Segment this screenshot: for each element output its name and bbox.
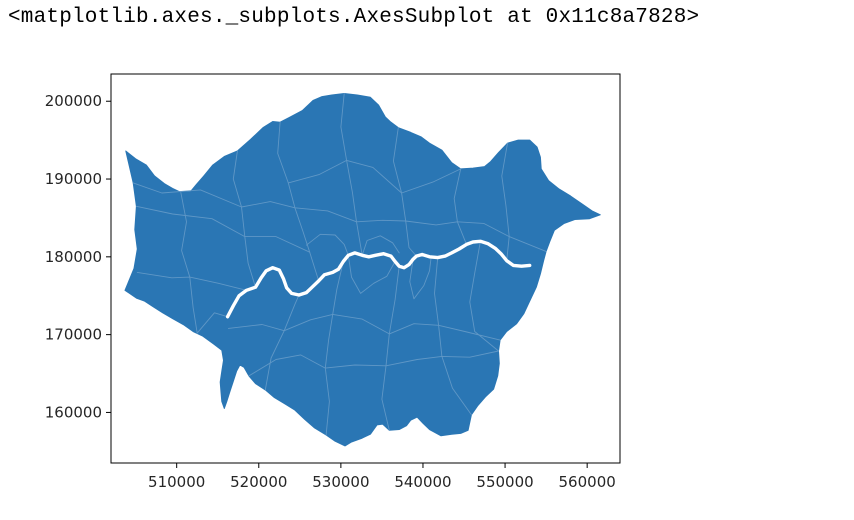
borough-boundary	[227, 313, 501, 341]
borough-boundary	[409, 256, 432, 300]
borough-boundary	[469, 240, 499, 352]
borough-boundary	[381, 265, 400, 431]
borough-boundary	[305, 233, 349, 256]
city-outline-polygon	[124, 93, 601, 447]
y-tick-label: 190000	[45, 170, 102, 188]
borough-boundary	[347, 254, 396, 294]
borough-boundary	[340, 93, 363, 256]
x-tick-label: 520000	[230, 473, 287, 491]
x-tick-label: 530000	[312, 473, 369, 491]
x-tick-label: 550000	[476, 473, 533, 491]
borough-boundary	[453, 168, 467, 245]
y-axis: 160000 170000 180000 190000 200000	[45, 92, 111, 421]
y-tick-label: 160000	[45, 403, 102, 421]
cell-output-repr: <matplotlib.axes._subplots.AxesSubplot a…	[8, 6, 700, 29]
borough-boundary	[196, 312, 229, 334]
river-thames	[225, 239, 532, 319]
borough-boundary	[287, 159, 462, 194]
borough-boundary	[135, 205, 311, 253]
axes-frame	[110, 73, 621, 464]
map-layer	[124, 93, 601, 447]
x-axis: 510000 520000 530000 540000 550000 560000	[148, 463, 616, 491]
axes-spines	[110, 73, 621, 464]
y-tick-label: 170000	[45, 326, 102, 344]
borough-boundary	[180, 191, 198, 334]
borough-boundary	[248, 350, 499, 377]
x-tick-label: 560000	[559, 473, 616, 491]
borough-boundary	[132, 182, 547, 252]
borough-boundary	[392, 127, 417, 257]
y-tick-label: 200000	[45, 92, 102, 110]
borough-boundary	[434, 257, 472, 416]
x-tick-label: 510000	[148, 473, 205, 491]
x-tick-label: 540000	[394, 473, 451, 491]
borough-boundary	[361, 235, 400, 256]
borough-boundary	[324, 261, 344, 436]
borough-boundary	[136, 271, 247, 291]
borough-boundary	[501, 142, 510, 262]
y-tick-label: 180000	[45, 248, 102, 266]
borough-boundary	[232, 150, 256, 288]
